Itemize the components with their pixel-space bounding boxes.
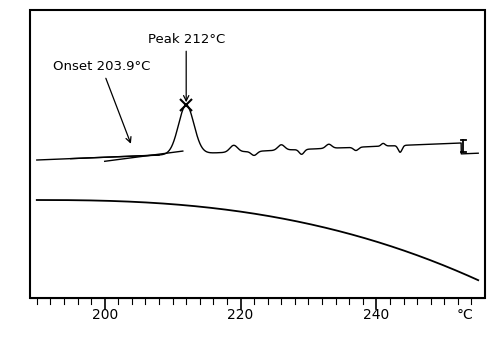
Text: 240: 240 (363, 308, 390, 322)
Text: 220: 220 (228, 308, 254, 322)
Text: Onset 203.9°C: Onset 203.9°C (52, 60, 150, 142)
Text: °C: °C (456, 308, 473, 322)
Text: Peak 212°C: Peak 212°C (148, 33, 225, 101)
Text: 200: 200 (92, 308, 118, 322)
